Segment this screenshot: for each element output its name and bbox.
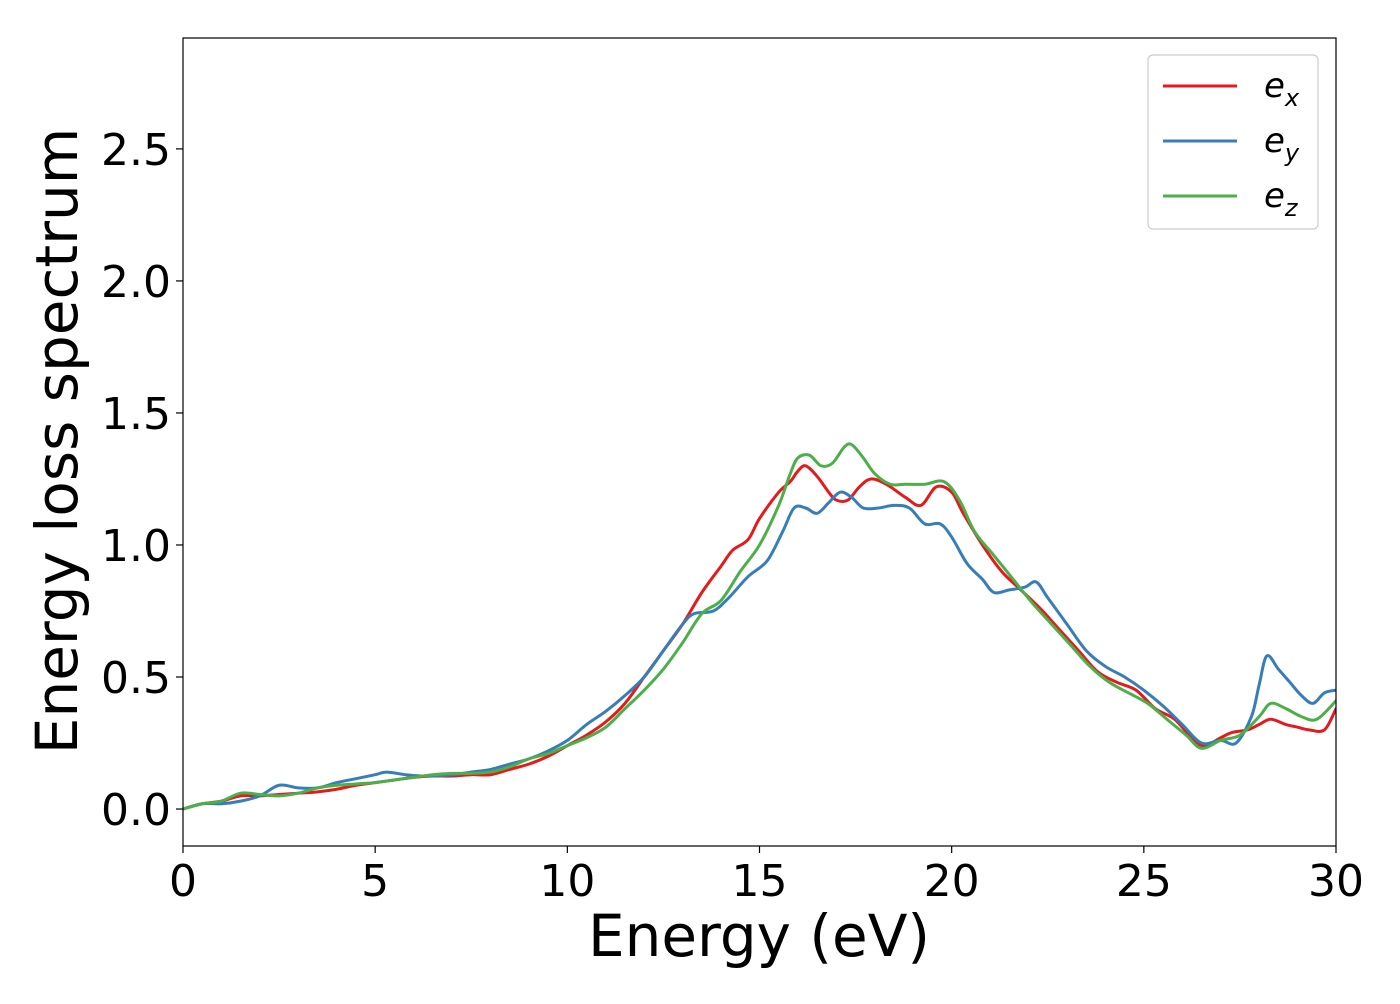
series-line-e-y	[183, 490, 1336, 811]
y-tick-label: 2.0	[101, 257, 171, 308]
x-tick-label: 0	[169, 856, 197, 907]
x-tick-label: 30	[1308, 856, 1364, 907]
x-tick-label: 25	[1116, 856, 1172, 907]
series-line-e-x	[183, 464, 1336, 811]
legend-label-subscript: z	[1284, 194, 1299, 222]
y-tick-label: 2.5	[101, 125, 171, 176]
y-tick-label: 1.0	[101, 521, 171, 572]
legend-label-subscript: y	[1284, 139, 1300, 167]
legend-label-base: e	[1264, 121, 1285, 161]
y-axis-label: Energy loss spectrum	[23, 128, 91, 754]
x-tick-label: 10	[539, 856, 595, 907]
series-line-e-z	[183, 442, 1336, 811]
x-tick-label: 5	[361, 856, 389, 907]
x-axis-label: Energy (eV)	[588, 902, 930, 970]
legend-label-base: e	[1264, 66, 1285, 106]
legend-label-subscript: x	[1284, 84, 1300, 112]
legend-label-base: e	[1264, 176, 1285, 216]
y-tick-label: 1.5	[101, 389, 171, 440]
x-tick-label: 15	[732, 856, 788, 907]
axes-layer: 0 5 10 15 20 25 30 0.0 0.5 1.0 1.5 2.0 2.5	[101, 37, 1364, 907]
x-tick-label: 20	[924, 856, 980, 907]
y-tick-label: 0.5	[101, 653, 171, 704]
series-layer	[183, 442, 1336, 811]
legend-label-e-y: ey	[1264, 121, 1300, 167]
y-tick-label: 0.0	[101, 785, 171, 836]
legend-label-e-x: ex	[1264, 66, 1300, 112]
legend-label-e-z: ez	[1264, 176, 1299, 222]
